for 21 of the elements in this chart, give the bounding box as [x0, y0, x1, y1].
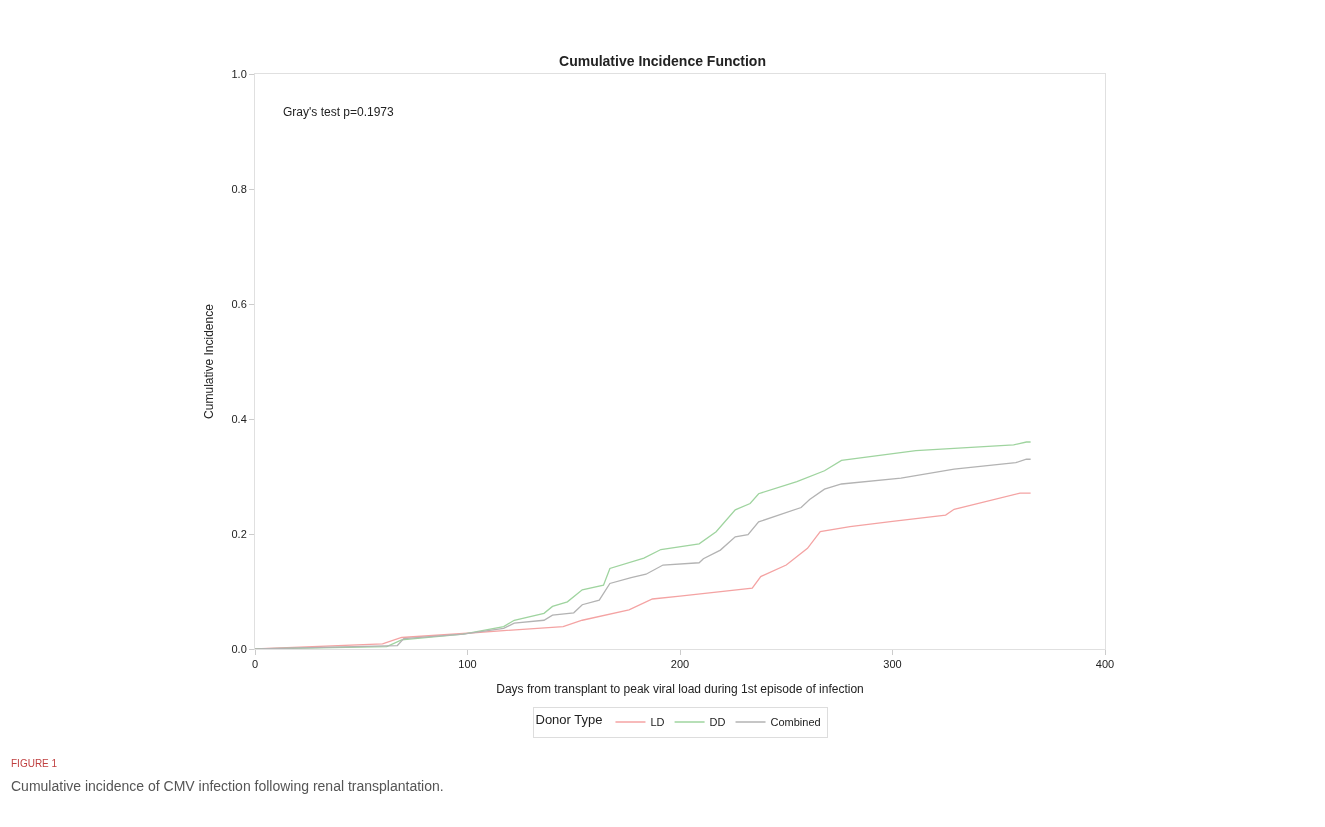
x-tick-label: 200	[670, 658, 690, 671]
legend-label: DD	[709, 716, 726, 729]
legend-label: LD	[650, 716, 665, 729]
y-axis-title: Cumulative Incidence	[201, 303, 216, 419]
y-tick-label: 0.6	[231, 297, 247, 310]
y-tick-label: 0.0	[231, 642, 247, 655]
legend-label: Combined	[770, 716, 821, 729]
y-tick-label: 1.0	[231, 67, 247, 80]
caption: FIGURE 1	[11, 758, 58, 769]
x-tick-label: 400	[1095, 658, 1115, 671]
y-tick-label: 0.8	[231, 182, 247, 195]
chart-title: Cumulative Incidence Function	[559, 53, 766, 70]
x-tick-label: 0	[251, 658, 259, 671]
x-axis-title: Days from transplant to peak viral load during 1st episode of infection	[496, 682, 864, 697]
legend-title: Donor Type	[535, 712, 603, 728]
x-tick-label: 100	[458, 658, 477, 671]
y-tick-label: 0.2	[231, 527, 247, 540]
y-tick-label: 0.4	[231, 412, 247, 425]
x-tick-label: 300	[883, 658, 902, 671]
annotation: Gray's test p=0.1973	[283, 105, 395, 119]
text: Cumulative incidence of CMV infection following renal transplantation.	[11, 778, 444, 794]
